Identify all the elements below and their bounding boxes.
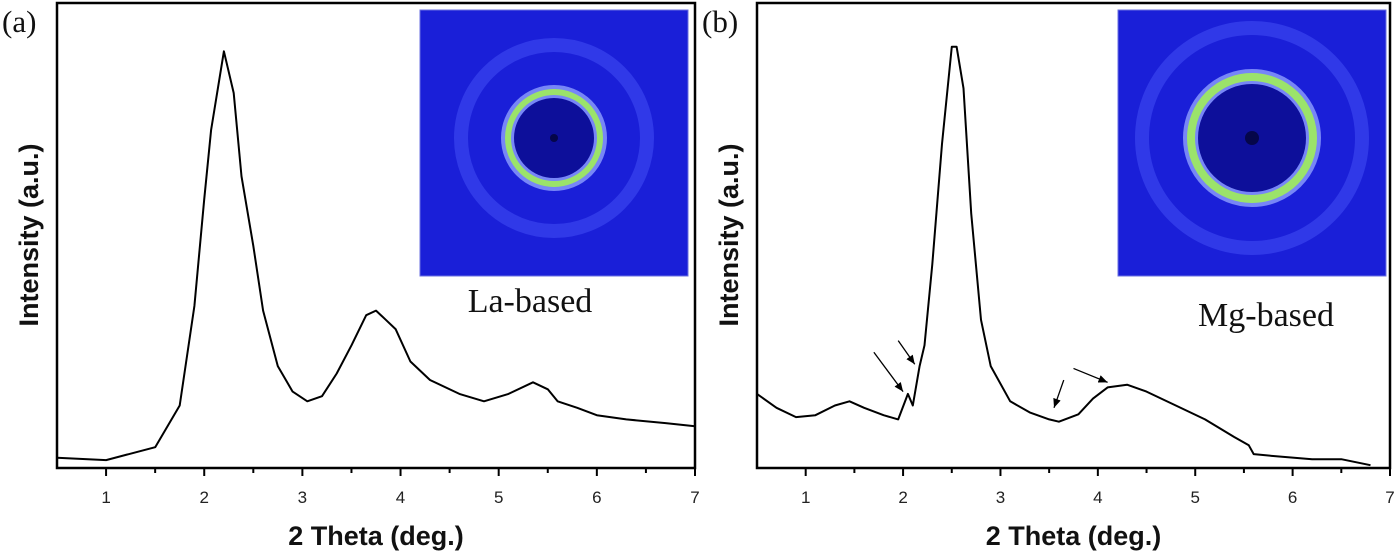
x-axis-title: 2 Theta (deg.) [288,521,464,551]
y-axis-title: Intensity (a.u.) [14,143,44,326]
x-tick-label: 2 [199,488,208,507]
x-tick-label: 6 [592,488,601,507]
diffraction-curve [56,50,696,462]
chart-panel-b: Mg-based 1 2 3 4 5 6 7 2 Theta (deg.) Intensity (… [702,1,1395,551]
chart-panel-a: La-based 1 2 3 4 5 6 7 2 Theta (deg.) Intensity (… [2,1,700,551]
annotation-arrow [1073,367,1108,383]
x-tick-label: 4 [396,488,405,507]
x-tick-label: 6 [1288,488,1297,507]
inset-label: Mg-based [1198,297,1334,334]
plot-frame [755,1,1392,470]
annotation-arrow [873,351,904,392]
inset-diffraction-image [1117,9,1387,277]
diffraction-curve [756,45,1371,467]
x-tick-label: 5 [1190,488,1199,507]
inset-label: La-based [468,283,593,320]
inset-beam-stop [550,134,558,142]
x-tick-label: 7 [690,488,699,507]
x-tick-label: 2 [898,488,907,507]
panel-label: (b) [702,4,738,39]
inset-diffraction-image [419,9,689,277]
y-axis-title: Intensity (a.u.) [714,143,744,326]
x-tick-label: 7 [1385,488,1394,507]
inset-outer-halo [1135,21,1369,255]
annotation-arrow [897,340,916,365]
x-tick-label: 5 [494,488,503,507]
plot-frame [55,1,697,470]
x-axis-title: 2 Theta (deg.) [986,521,1162,551]
inset-green-ring [505,89,603,187]
x-tick-label: 1 [101,488,110,507]
inset-green-ring [1187,73,1317,203]
x-tick-label: 4 [1093,488,1102,507]
inset-outer-halo [454,38,654,238]
annotation-arrow [1053,379,1065,409]
x-tick-label: 3 [996,488,1005,507]
x-tick-label: 3 [298,488,307,507]
x-tick-label: 1 [801,488,810,507]
inset-beam-stop [1245,131,1259,145]
panel-label: (a) [2,4,36,39]
